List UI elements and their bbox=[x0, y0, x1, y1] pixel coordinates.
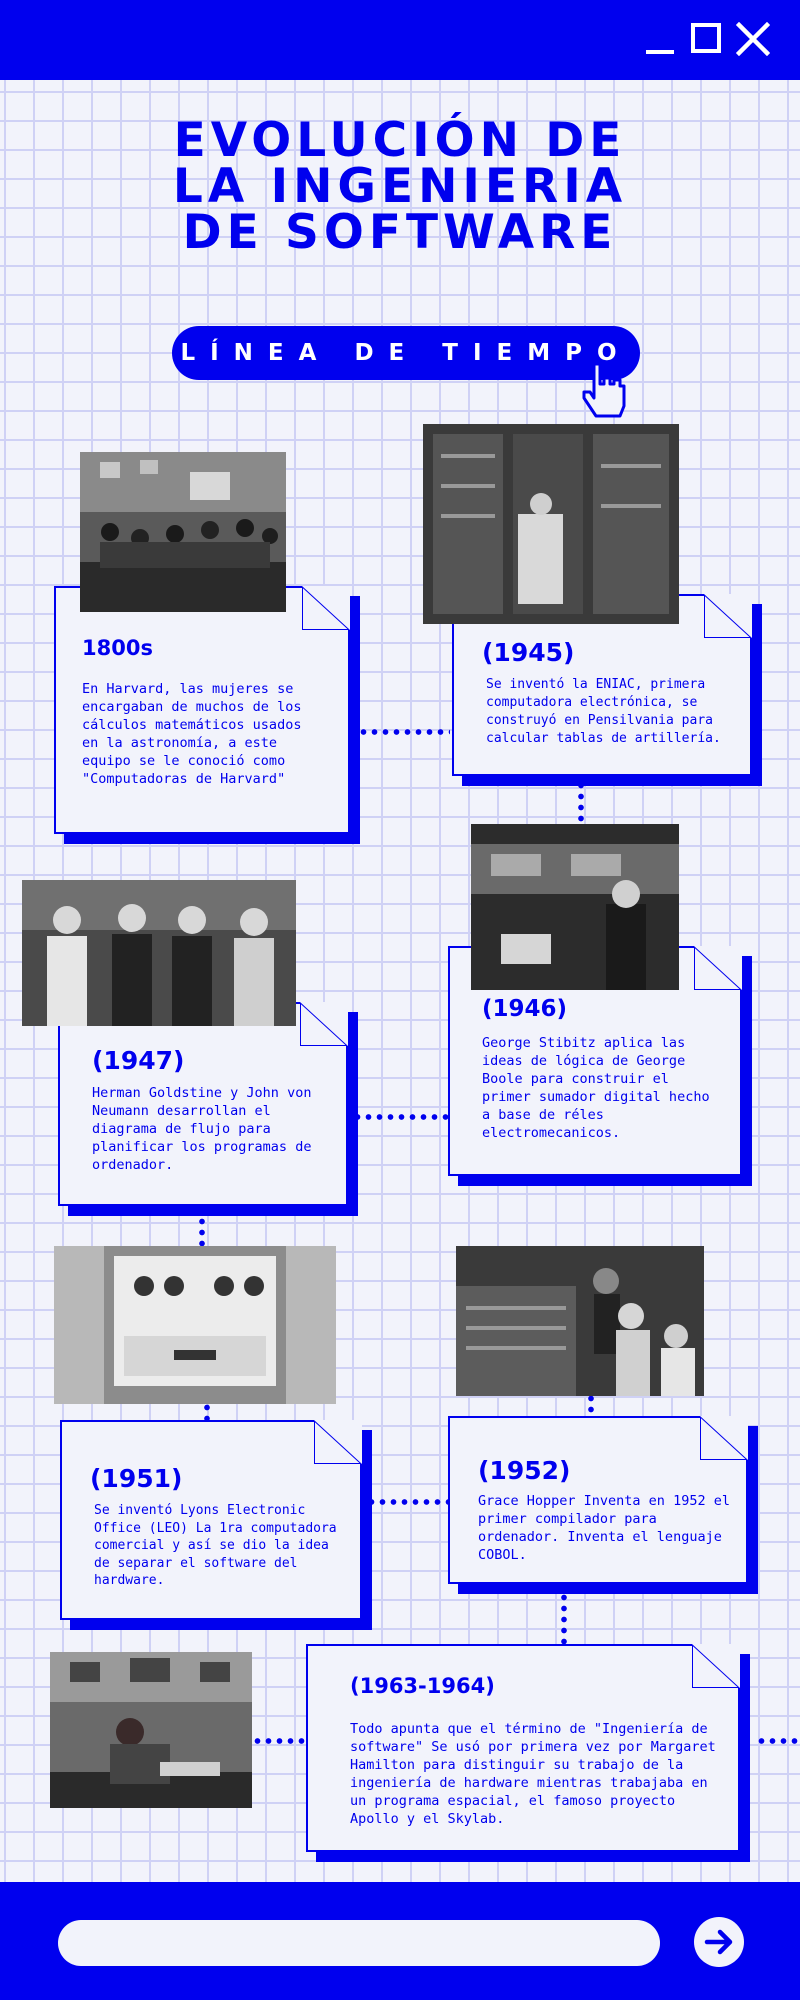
stibitz-photo bbox=[471, 824, 679, 990]
top-bar bbox=[0, 0, 800, 80]
event-year: (1946) bbox=[482, 996, 568, 1022]
event-description: Grace Hopper Inventa en 1952 el primer c… bbox=[478, 1493, 730, 1563]
grace-hopper-photo bbox=[456, 1246, 704, 1396]
maximize-icon[interactable] bbox=[690, 22, 724, 56]
arrow-right-icon bbox=[704, 1929, 733, 1955]
connector bbox=[561, 1592, 567, 1646]
page-fold bbox=[692, 1644, 740, 1688]
timeline-card: (1952) Grace Hopper Inventa en 1952 el p… bbox=[448, 1416, 748, 1584]
timeline-card: 1800s En Harvard, las mujeres se encarga… bbox=[54, 586, 350, 834]
goldstine-von-neumann-photo bbox=[22, 880, 296, 1026]
page-fold bbox=[700, 1416, 748, 1460]
connector bbox=[578, 780, 584, 826]
event-year: (1947) bbox=[92, 1046, 185, 1075]
event-year: (1951) bbox=[90, 1464, 183, 1493]
connector bbox=[252, 1738, 306, 1744]
event-year: (1945) bbox=[482, 638, 575, 667]
timeline-card: (1963-1964) Todo apunta que el término d… bbox=[306, 1644, 740, 1852]
minimize-icon[interactable] bbox=[644, 22, 678, 56]
event-description: Todo apunta que el término de "Ingenierí… bbox=[350, 1721, 716, 1827]
search-input[interactable] bbox=[58, 1920, 660, 1966]
timeline-button[interactable]: LÍNEA DE TIEMPO bbox=[172, 326, 640, 380]
timeline-card: (1945) Se inventó la ENIAC, primera comp… bbox=[452, 594, 752, 776]
margaret-hamilton-photo bbox=[50, 1652, 252, 1808]
page-title: EVOLUCIÓN DE LA INGENIERIA DE SOFTWARE bbox=[172, 113, 628, 260]
event-year: (1952) bbox=[478, 1456, 571, 1485]
event-description: Se inventó la ENIAC, primera computadora… bbox=[486, 677, 721, 746]
timeline-card: (1951) Se inventó Lyons Electronic Offic… bbox=[60, 1420, 362, 1620]
event-year: 1800s bbox=[82, 636, 153, 660]
connector bbox=[756, 1738, 800, 1744]
page-fold bbox=[694, 946, 742, 990]
connector bbox=[588, 1393, 594, 1417]
page-fold bbox=[300, 1002, 348, 1046]
eniac-photo bbox=[423, 424, 679, 624]
harvard-computers-photo bbox=[80, 452, 286, 612]
event-description: En Harvard, las mujeres se encargaban de… bbox=[82, 681, 302, 787]
leo-computer-photo bbox=[54, 1246, 336, 1404]
page-fold bbox=[704, 594, 752, 638]
page-fold bbox=[314, 1420, 362, 1464]
close-icon[interactable] bbox=[736, 22, 770, 56]
next-button[interactable] bbox=[694, 1917, 744, 1967]
connector bbox=[204, 1402, 210, 1422]
connector bbox=[366, 1499, 448, 1505]
hand-cursor-icon bbox=[582, 362, 626, 418]
event-description: Se inventó Lyons Electronic Office (LEO)… bbox=[94, 1503, 337, 1588]
connector bbox=[358, 729, 450, 735]
connector bbox=[199, 1216, 205, 1246]
timeline-card: (1947) Herman Goldstine y John von Neuma… bbox=[58, 1002, 348, 1206]
event-description: Herman Goldstine y John von Neumann desa… bbox=[92, 1085, 312, 1173]
event-year: (1963-1964) bbox=[350, 1674, 495, 1698]
event-description: George Stibitz aplica las ideas de lógic… bbox=[482, 1035, 710, 1141]
page-fold bbox=[302, 586, 350, 630]
connector bbox=[352, 1114, 448, 1120]
